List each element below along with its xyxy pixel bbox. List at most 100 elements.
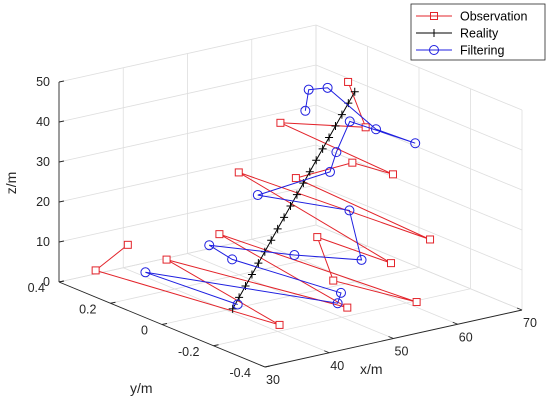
series bbox=[91, 77, 435, 329]
observation-line bbox=[94, 81, 431, 326]
filtering-point bbox=[322, 82, 333, 93]
legend-observation-marker bbox=[430, 12, 438, 20]
observation-point bbox=[313, 233, 322, 242]
filtering-point bbox=[289, 250, 300, 261]
reality-point bbox=[247, 270, 256, 279]
filtering-point bbox=[335, 287, 346, 298]
reality-point bbox=[254, 259, 263, 268]
filtering-point bbox=[324, 166, 335, 177]
filtering-point bbox=[140, 267, 151, 278]
grid-line bbox=[58, 184, 317, 243]
grid-line bbox=[58, 64, 317, 123]
z-tick-label: 20 bbox=[36, 195, 50, 209]
observation-point bbox=[329, 276, 338, 285]
y-tick-label: -0.2 bbox=[178, 345, 200, 359]
y-tick-label: 0 bbox=[141, 324, 148, 338]
reality-point bbox=[292, 190, 301, 199]
filtering-point bbox=[370, 124, 381, 135]
filtering-point bbox=[410, 138, 421, 149]
grid-line bbox=[58, 104, 317, 163]
reality-point bbox=[312, 156, 321, 165]
filtering-point bbox=[332, 298, 343, 309]
y-tick-mark bbox=[110, 301, 116, 304]
observation-point bbox=[343, 303, 352, 312]
reality-point bbox=[273, 224, 282, 233]
x-tick-mark bbox=[324, 350, 330, 354]
observation-point bbox=[162, 255, 171, 264]
observation-point bbox=[361, 123, 370, 132]
observation-point bbox=[291, 174, 300, 183]
y-tick-label: 0.2 bbox=[79, 302, 96, 316]
z-tick-mark bbox=[58, 120, 65, 123]
filtering-point bbox=[356, 254, 367, 265]
x-tick-label: 70 bbox=[523, 316, 537, 330]
observation-point bbox=[344, 77, 353, 86]
observation-point bbox=[412, 298, 421, 307]
z-tick-mark bbox=[58, 160, 65, 163]
filtering-point bbox=[344, 205, 355, 216]
legend-observation-label: Observation bbox=[460, 10, 527, 24]
observation-point bbox=[215, 230, 224, 239]
z-tick-label: 30 bbox=[36, 155, 50, 169]
legend-item-observation: Observation bbox=[416, 10, 527, 24]
z-tick-mark bbox=[58, 240, 65, 243]
reality-point bbox=[331, 122, 340, 131]
reality-point bbox=[267, 236, 276, 245]
x-tick-label: 30 bbox=[266, 373, 280, 387]
legend-item-filtering: Filtering bbox=[416, 44, 505, 58]
observation-point bbox=[426, 235, 435, 244]
grid-line bbox=[213, 288, 471, 347]
y-tick-mark bbox=[264, 365, 271, 368]
z-tick-mark bbox=[58, 200, 65, 203]
x-tick-label: 60 bbox=[459, 330, 473, 344]
filtering-line bbox=[145, 87, 416, 305]
reality-point bbox=[305, 167, 314, 176]
x-tick-mark bbox=[259, 364, 266, 368]
observation-point bbox=[348, 158, 357, 167]
grid-line bbox=[58, 144, 317, 203]
filtering-point bbox=[303, 84, 314, 95]
observation-point bbox=[91, 266, 100, 275]
legend-reality-marker bbox=[430, 29, 438, 37]
reality-line bbox=[232, 91, 356, 310]
observation-point bbox=[386, 259, 395, 268]
filtering-point bbox=[252, 190, 263, 201]
observation-point bbox=[276, 118, 285, 127]
observation-point bbox=[388, 170, 397, 179]
observation-point bbox=[275, 320, 284, 329]
reality-point bbox=[318, 144, 327, 153]
y-tick-label: -0.4 bbox=[229, 366, 251, 380]
x-tick-mark bbox=[388, 336, 394, 339]
filtering-point bbox=[344, 116, 355, 127]
x-tick-mark bbox=[452, 321, 458, 325]
legend-filtering-marker bbox=[429, 45, 439, 55]
grid-line bbox=[58, 24, 317, 83]
filtering-point bbox=[331, 147, 342, 158]
x-axis-label: x/m bbox=[360, 361, 383, 377]
reality-point bbox=[350, 87, 359, 96]
reality-point bbox=[280, 213, 289, 222]
legend-reality-label: Reality bbox=[460, 27, 499, 41]
x-tick-label: 50 bbox=[395, 345, 409, 359]
z-tick-mark bbox=[58, 280, 65, 283]
grid-line bbox=[315, 184, 523, 271]
legend: Observation Reality Filtering bbox=[410, 3, 546, 61]
reality-point bbox=[286, 202, 295, 210]
z-axis-label: z/m bbox=[3, 172, 19, 195]
observation-point bbox=[123, 240, 132, 249]
grid-line bbox=[315, 104, 523, 191]
legend-filtering-label: Filtering bbox=[460, 44, 505, 58]
y-axis-label: y/m bbox=[130, 380, 153, 396]
filtering-point bbox=[204, 240, 215, 251]
reality-point bbox=[325, 133, 334, 142]
reality-point bbox=[337, 110, 346, 119]
grid-line bbox=[315, 24, 523, 111]
filtering-point bbox=[232, 299, 243, 310]
y-tick-label: 0.4 bbox=[28, 281, 45, 295]
filtering-point bbox=[227, 254, 238, 265]
z-tick-label: 50 bbox=[36, 75, 50, 89]
legend-box bbox=[410, 3, 546, 61]
